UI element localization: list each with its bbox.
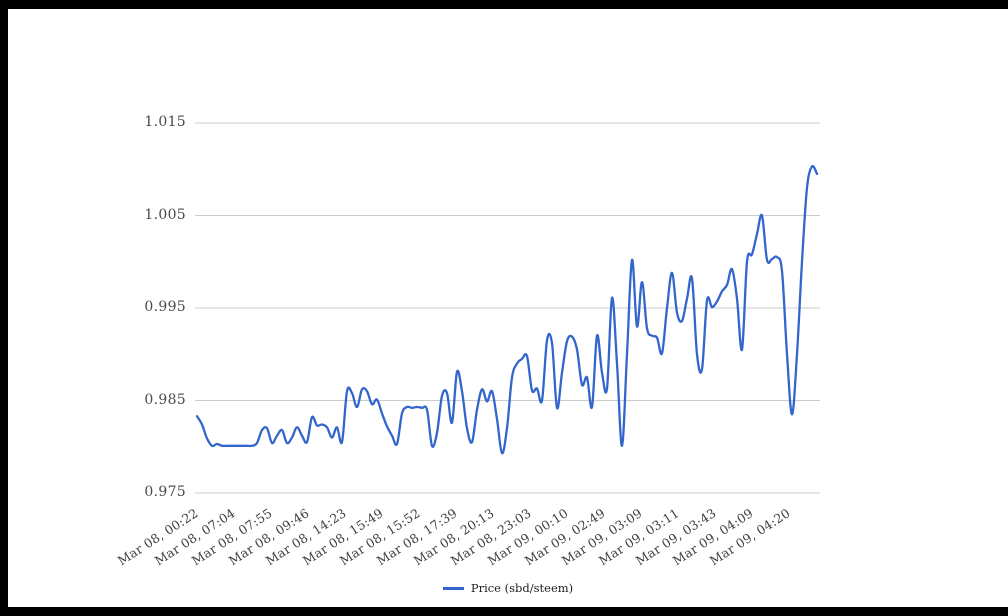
y-axis-label: 1.005	[144, 206, 186, 223]
chart-legend: Price (sbd/steem)	[8, 580, 1008, 596]
y-axis-label: 1.015	[144, 114, 186, 130]
chart-frame: 1.015 1.005 0.995 0.985 0.975 Mar 08, 00:22 M…	[8, 9, 1008, 607]
chart-plot-area[interactable]	[8, 9, 1008, 607]
legend-line-swatch	[442, 586, 464, 590]
price-line-series[interactable]	[195, 164, 819, 455]
y-axis-label: 0.995	[144, 299, 186, 315]
y-axis-label: 0.975	[144, 484, 186, 500]
legend-label: Price (sbd/steem)	[470, 581, 574, 595]
y-axis-label: 0.985	[144, 391, 186, 408]
